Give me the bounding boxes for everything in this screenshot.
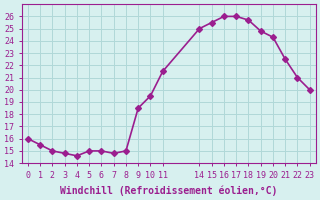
- X-axis label: Windchill (Refroidissement éolien,°C): Windchill (Refroidissement éolien,°C): [60, 185, 277, 196]
